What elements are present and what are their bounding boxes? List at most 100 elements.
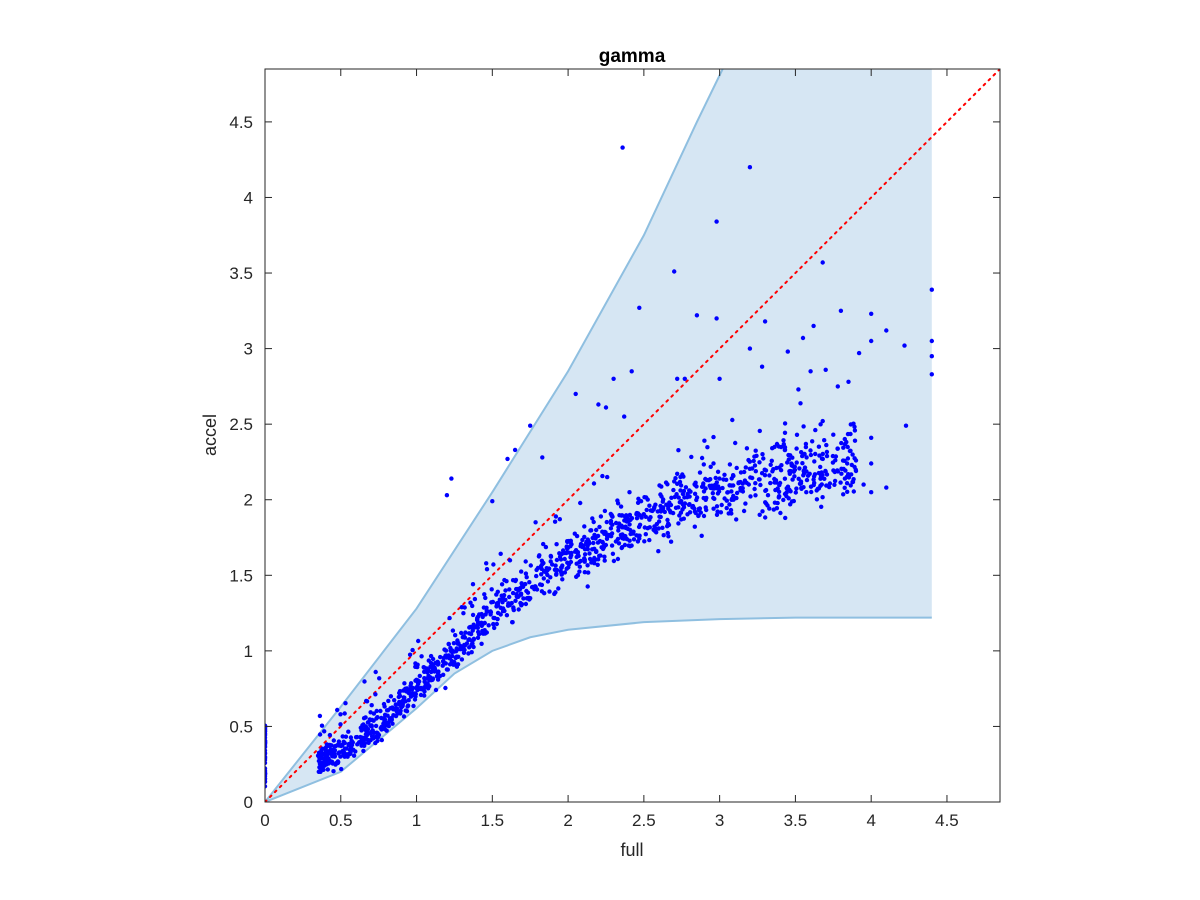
data-point [696,513,701,518]
data-point [397,690,402,696]
data-point [461,634,466,640]
data-point [526,595,531,601]
data-point [507,594,512,600]
data-point [869,311,874,316]
data-point [594,549,599,554]
data-point [844,481,850,486]
data-point [842,436,847,442]
data-point [491,621,496,627]
data-point [800,461,805,466]
data-point [489,587,494,592]
data-point [578,500,583,506]
data-point [413,661,418,666]
data-point [459,630,464,636]
data-point [377,676,382,681]
data-point [520,582,526,587]
data-point [542,569,547,574]
data-point [558,557,564,562]
data-point [534,573,539,579]
data-point [319,723,325,728]
data-point [677,479,683,485]
data-point [454,646,459,651]
data-point [734,490,740,496]
data-point [443,648,449,653]
data-point [568,544,573,549]
data-point [778,510,783,516]
data-point [494,604,499,609]
data-point [328,747,333,752]
data-point [616,528,621,533]
data-point [390,721,395,726]
data-point [808,452,814,458]
data-point [809,489,814,495]
data-point [340,734,345,739]
data-point [426,658,431,663]
data-point [705,445,710,450]
data-point [728,507,734,513]
data-point [600,540,605,545]
data-point [331,738,336,743]
data-point [820,418,825,424]
data-point [489,600,494,605]
data-point [672,269,677,274]
data-point [371,711,377,716]
reference-line [265,69,1000,802]
data-point [453,633,458,638]
data-point [604,519,609,525]
data-point [667,500,672,505]
axes: 0 0.5 1 1.5 2 2.5 3 3.5 4 4.5 0 0.5 1 1.5 2 2.5 3 3.5 4 4.5 [229,68,1001,830]
band-upper-edge [265,69,724,802]
data-point [354,734,360,740]
data-point [566,565,571,570]
data-point [818,483,823,488]
data-point [469,650,474,655]
x-tick-label: 3 [715,811,724,830]
data-point [831,468,836,473]
data-point [503,588,508,593]
data-point [637,533,642,538]
data-point [468,631,474,637]
data-point [451,641,457,646]
data-point [713,475,718,481]
data-point [373,723,379,729]
data-point [835,446,840,451]
data-point [742,469,747,475]
data-point [692,482,698,488]
data-point [411,691,416,696]
data-point [648,508,653,513]
data-point [386,723,391,729]
data-point [382,726,387,731]
data-point [382,712,388,717]
data-point [481,621,486,626]
data-point [725,490,730,495]
data-point [753,469,758,474]
data-point [410,647,415,653]
data-point [413,664,418,669]
data-point [426,686,431,691]
data-point [724,477,729,482]
data-point [501,606,506,611]
data-point [610,551,616,556]
data-point [577,569,582,574]
data-point [729,489,734,494]
data-point [929,287,934,292]
data-point [479,641,484,646]
data-point [716,484,721,489]
data-point [514,594,519,599]
data-point [869,435,874,440]
data-point [379,737,384,743]
data-point [818,464,823,470]
data-point [541,576,546,581]
data-point [711,495,716,501]
data-point [692,506,697,511]
data-point [441,659,446,665]
data-point [523,571,529,576]
data-point [814,497,820,502]
data-point [337,743,342,748]
data-point [577,559,582,565]
data-point [543,544,549,550]
data-point [344,746,349,751]
data-point [441,672,446,677]
data-point [545,579,551,584]
data-point [333,743,339,749]
